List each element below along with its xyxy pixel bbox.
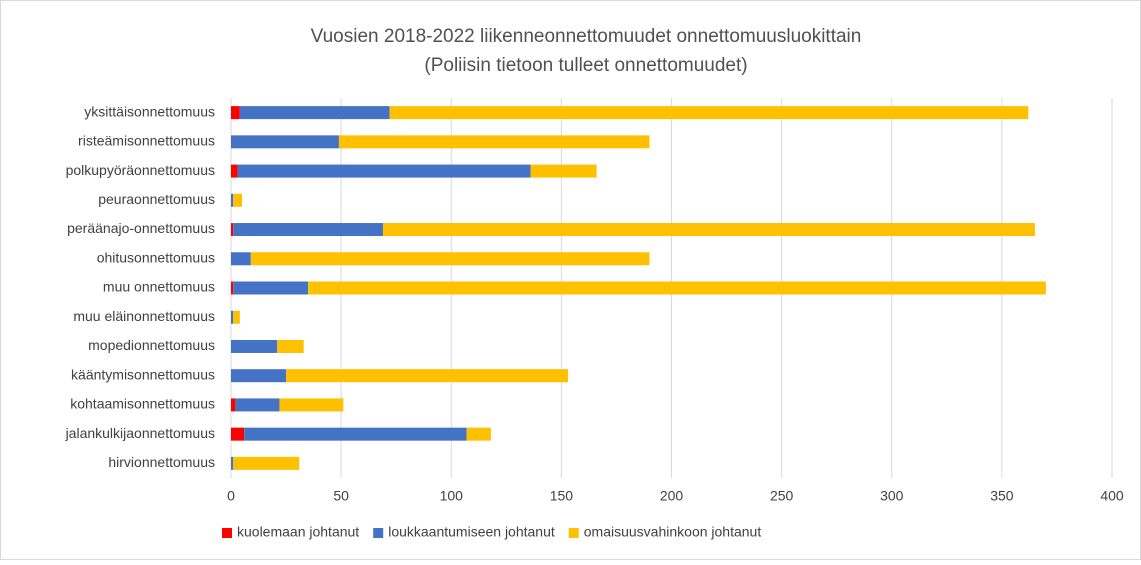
bar-segment — [308, 281, 1046, 295]
y-tick-label: ohitusonnettomuus — [97, 249, 215, 265]
bar-segment — [233, 310, 240, 324]
y-tick-label: kääntymisonnettomuus — [71, 366, 215, 382]
x-tick-label: 0 — [227, 488, 235, 504]
x-tick-label: 400 — [1100, 488, 1124, 504]
x-tick-label: 50 — [333, 488, 349, 504]
bar-segment — [279, 398, 344, 412]
bar-segment — [231, 427, 245, 441]
bar-segment — [231, 398, 236, 412]
bar-segment — [244, 427, 467, 441]
bar-segment — [231, 281, 234, 295]
y-tick-label: polkupyöräonnettomuus — [66, 162, 215, 178]
bar-segment — [466, 427, 491, 441]
bar-segment — [286, 369, 568, 383]
bar-segment — [233, 223, 383, 237]
y-tick-label: muu eläinonnettomuus — [73, 308, 215, 324]
x-tick-label: 200 — [660, 488, 684, 504]
bar-segment — [231, 135, 339, 149]
bar-segment — [235, 398, 280, 412]
chart-subtitle: (Poliisin tietoon tulleet onnettomuudet) — [424, 55, 747, 76]
bar-segment — [338, 135, 650, 149]
y-tick-label: hirvionnettomuus — [108, 454, 215, 470]
bar-segment — [389, 106, 1029, 120]
x-tick-label: 350 — [990, 488, 1014, 504]
x-tick-label: 300 — [880, 488, 904, 504]
y-tick-label: mopedionnettomuus — [88, 337, 215, 353]
bar-segment — [233, 281, 309, 295]
x-tick-label: 100 — [440, 488, 464, 504]
y-tick-label: kohtaamisonnettomuus — [70, 396, 215, 412]
legend-label: loukkaantumiseen johtanut — [388, 524, 555, 540]
bar-segment — [233, 456, 300, 470]
chart-title: Vuosien 2018-2022 liikenneonnettomuudet … — [311, 26, 862, 47]
legend-label: kuolemaan johtanut — [237, 524, 359, 540]
bar-segment — [231, 106, 240, 120]
bar-segment — [237, 164, 531, 178]
legend-swatch — [373, 528, 384, 538]
bar-segment — [231, 369, 287, 383]
bar-segment — [277, 339, 304, 353]
y-tick-label: jalankulkijaonnettomuus — [65, 425, 215, 441]
bar-segment — [239, 106, 390, 120]
bar-segment — [231, 193, 234, 207]
y-tick-label: risteämisonnettomuus — [78, 133, 215, 149]
bar-segment — [382, 223, 1035, 237]
bar-segment — [231, 223, 234, 237]
y-tick-label: peuraonnettomuus — [98, 191, 215, 207]
legend-swatch — [568, 528, 579, 538]
bar-segment — [231, 164, 238, 178]
y-tick-label: muu onnettomuus — [103, 279, 215, 295]
bar-segment — [530, 164, 597, 178]
bar-segment — [231, 252, 251, 266]
y-tick-label: yksittäisonnettomuus — [84, 103, 215, 119]
x-tick-label: 250 — [770, 488, 794, 504]
bar-segment — [231, 456, 234, 470]
legend-swatch — [222, 528, 232, 538]
x-tick-label: 150 — [550, 488, 574, 504]
bar-segment — [231, 339, 278, 353]
bar-segment — [231, 310, 234, 324]
legend-label: omaisuusvahinkoon johtanut — [584, 524, 762, 540]
bar-segment — [250, 252, 650, 266]
y-tick-label: peräänajo-onnettomuus — [67, 220, 215, 236]
bar-segment — [233, 193, 243, 207]
